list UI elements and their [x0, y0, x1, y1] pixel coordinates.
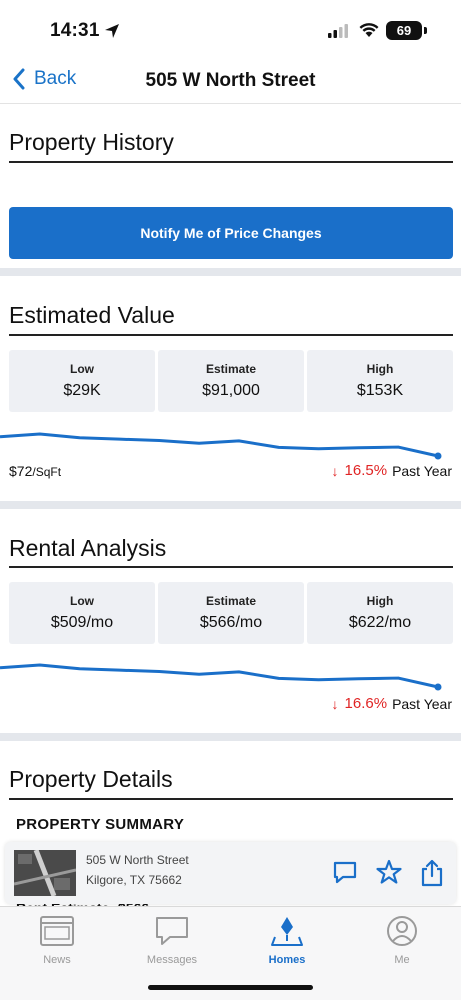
value-low-amount: $29K	[63, 382, 101, 399]
estimated-value-trend-chart	[0, 432, 442, 460]
map-thumbnail[interactable]	[14, 850, 76, 896]
notify-price-changes-button[interactable]: Notify Me of Price Changes	[9, 207, 453, 259]
rent-low-label: Low	[70, 594, 94, 608]
back-label: Back	[34, 68, 77, 89]
news-icon	[40, 916, 74, 946]
rental-trend-chart	[0, 663, 442, 691]
card-address-line2: Kilgore, TX 75662	[86, 873, 182, 887]
card-address-line1: 505 W North Street	[86, 853, 189, 867]
tab-news[interactable]: News	[12, 915, 102, 966]
price-per-sqft: $72/SqFt	[9, 463, 61, 479]
value-estimate-box: Estimate $91,000	[158, 350, 304, 412]
battery-indicator: 69	[386, 21, 422, 40]
navigation-bar: Back 505 W North Street	[0, 58, 461, 104]
property-mini-card[interactable]: 505 W North Street Kilgore, TX 75662	[5, 842, 456, 904]
rent-high-box: High $622/mo	[307, 582, 453, 644]
arrow-down-icon: ↓	[331, 695, 339, 712]
value-low-box: Low $29K	[9, 350, 155, 412]
property-details-title: Property Details	[9, 766, 173, 792]
section-rule	[9, 161, 453, 163]
rent-change-suffix: Past Year	[392, 695, 452, 712]
section-divider	[0, 733, 461, 741]
section-divider	[0, 268, 461, 276]
battery-tip	[424, 27, 427, 34]
section-rule	[9, 798, 453, 800]
person-icon	[387, 916, 417, 946]
share-icon[interactable]	[419, 858, 445, 888]
rent-change-percent: 16.6%	[344, 695, 388, 712]
rent-low-amount: $509/mo	[50, 614, 114, 631]
rental-analysis-title: Rental Analysis	[9, 535, 167, 561]
tab-homes[interactable]: Homes	[242, 915, 332, 966]
rent-estimate-label: Estimate	[205, 594, 257, 608]
value-high-box: High $153K	[307, 350, 453, 412]
tab-homes-label: Homes	[268, 954, 306, 966]
status-bar: 14:31 69	[0, 0, 461, 58]
wifi-icon	[359, 23, 379, 37]
tab-messages-label: Messages	[146, 954, 198, 966]
map-thumbnail-image	[14, 850, 76, 896]
property-summary-heading: PROPERTY SUMMARY	[16, 816, 185, 833]
property-history-title: Property History	[9, 129, 174, 155]
arrow-down-icon: ↓	[331, 462, 339, 479]
tab-me[interactable]: Me	[357, 915, 447, 966]
estimated-value-title: Estimated Value	[9, 302, 175, 328]
tab-me-label: Me	[394, 954, 410, 966]
rent-estimate-partial-text: Rent Estimate: $566	[16, 900, 150, 910]
rental-trend-endpoint	[434, 683, 442, 691]
status-time: 14:31	[50, 20, 100, 41]
section-divider	[0, 501, 461, 509]
value-estimate-label: Estimate	[205, 362, 257, 376]
value-high-label: High	[366, 362, 394, 376]
rental-trend-line	[0, 663, 439, 689]
homes-icon	[271, 917, 303, 946]
value-low-label: Low	[70, 362, 94, 376]
cellular-signal-icon	[328, 24, 348, 38]
rent-low-box: Low $509/mo	[9, 582, 155, 644]
messages-icon	[156, 917, 188, 945]
rent-estimate-amount: $566/mo	[199, 614, 263, 631]
price-per-sqft-unit: /SqFt	[32, 465, 62, 479]
value-high-amount: $153K	[356, 382, 404, 399]
estimated-value-trend-endpoint	[434, 452, 442, 460]
chevron-left-icon	[13, 68, 25, 90]
tab-news-label: News	[43, 954, 71, 966]
estimated-value-trend-line	[0, 432, 439, 458]
section-rule	[9, 566, 453, 568]
value-estimate-amount: $91,000	[202, 382, 260, 399]
page-title: 505 W North Street	[145, 70, 316, 91]
value-change-percent: 16.5%	[344, 462, 388, 479]
rent-high-label: High	[366, 594, 394, 608]
tab-bar: News Messages Homes Me	[0, 906, 461, 1000]
section-rule	[9, 334, 453, 336]
rent-high-amount: $622/mo	[348, 614, 412, 631]
star-icon[interactable]	[375, 858, 403, 886]
rent-change-indicator: ↓ 16.6% Past Year	[332, 695, 452, 712]
value-change-indicator: ↓ 16.5% Past Year	[332, 462, 452, 479]
location-arrow-icon	[105, 24, 119, 38]
value-change-suffix: Past Year	[392, 462, 452, 479]
home-indicator	[148, 985, 313, 990]
rent-estimate-box: Estimate $566/mo	[158, 582, 304, 644]
back-button[interactable]: Back	[12, 68, 76, 90]
chat-bubble-icon[interactable]	[331, 858, 359, 886]
tab-messages[interactable]: Messages	[127, 915, 217, 966]
price-per-sqft-value: $72	[9, 463, 33, 479]
